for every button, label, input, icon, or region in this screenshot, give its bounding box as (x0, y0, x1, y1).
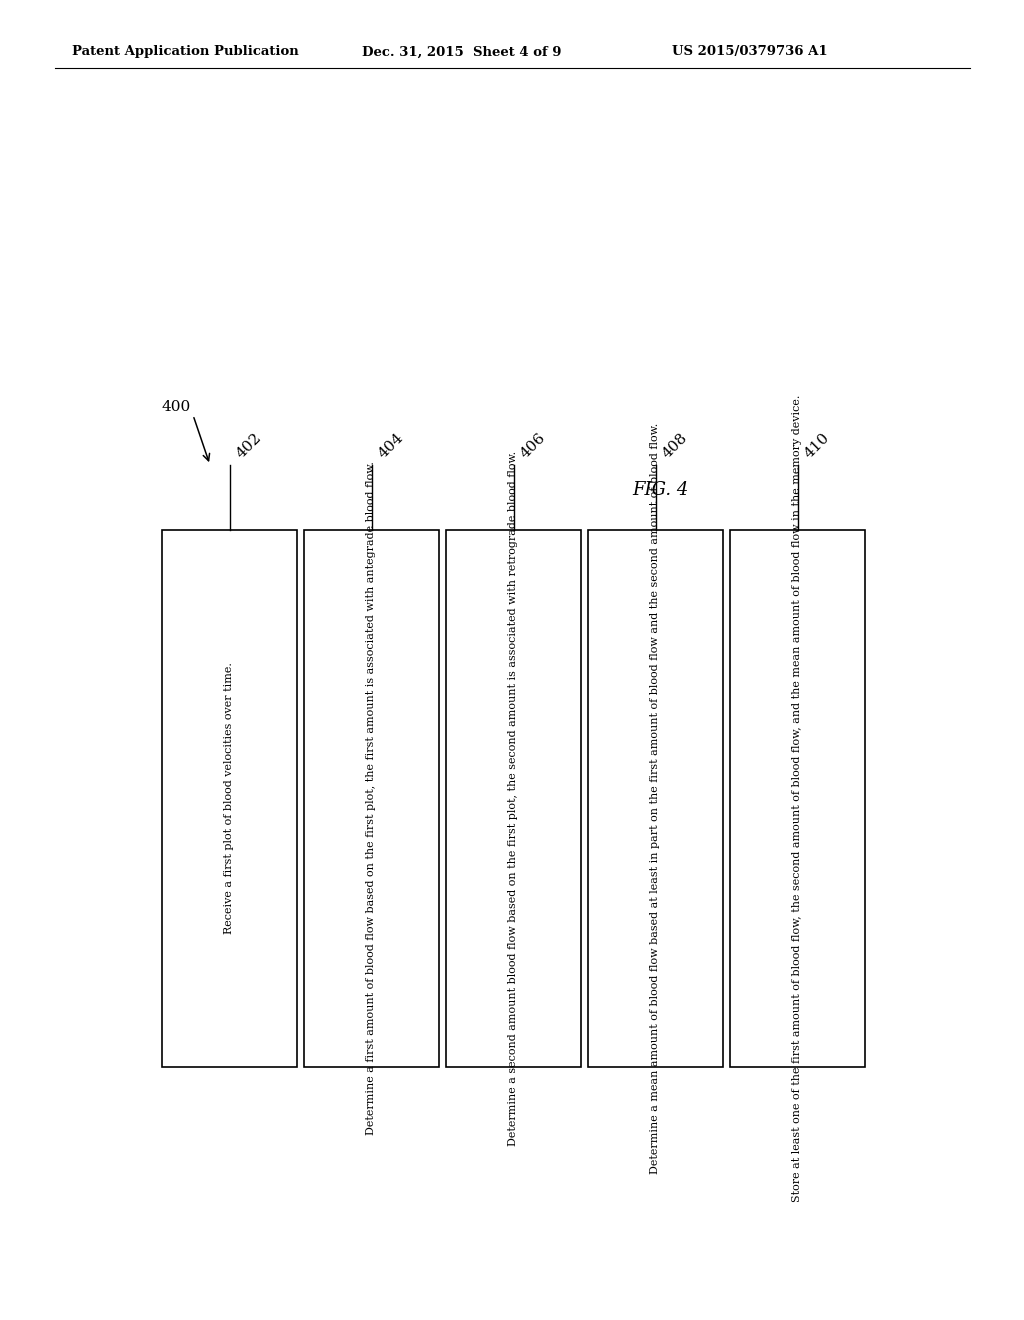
Text: Determine a first amount of blood flow based on the first plot, the first amount: Determine a first amount of blood flow b… (367, 462, 377, 1135)
Text: Store at least one of the first amount of blood flow, the second amount of blood: Store at least one of the first amount o… (793, 395, 803, 1203)
Bar (730, 531, 865, 1067)
Text: Determine a second amount blood flow based on the first plot, the second amount : Determine a second amount blood flow bas… (509, 451, 518, 1146)
Text: 410: 410 (802, 430, 833, 461)
Text: US 2015/0379736 A1: US 2015/0379736 A1 (672, 45, 827, 58)
Bar (162, 531, 297, 1067)
Text: 402: 402 (233, 430, 264, 461)
Text: FIG. 4: FIG. 4 (632, 480, 688, 499)
Text: 406: 406 (517, 430, 548, 461)
Bar (304, 531, 439, 1067)
Text: Dec. 31, 2015  Sheet 4 of 9: Dec. 31, 2015 Sheet 4 of 9 (362, 45, 561, 58)
Bar (588, 531, 723, 1067)
Text: 408: 408 (659, 430, 690, 461)
Text: 400: 400 (162, 400, 191, 414)
Text: 404: 404 (376, 430, 407, 461)
Text: Determine a mean amount of blood flow based at least in part on the first amount: Determine a mean amount of blood flow ba… (650, 422, 660, 1173)
Text: Receive a first plot of blood velocities over time.: Receive a first plot of blood velocities… (224, 663, 234, 935)
Text: Patent Application Publication: Patent Application Publication (72, 45, 299, 58)
Bar (446, 531, 581, 1067)
